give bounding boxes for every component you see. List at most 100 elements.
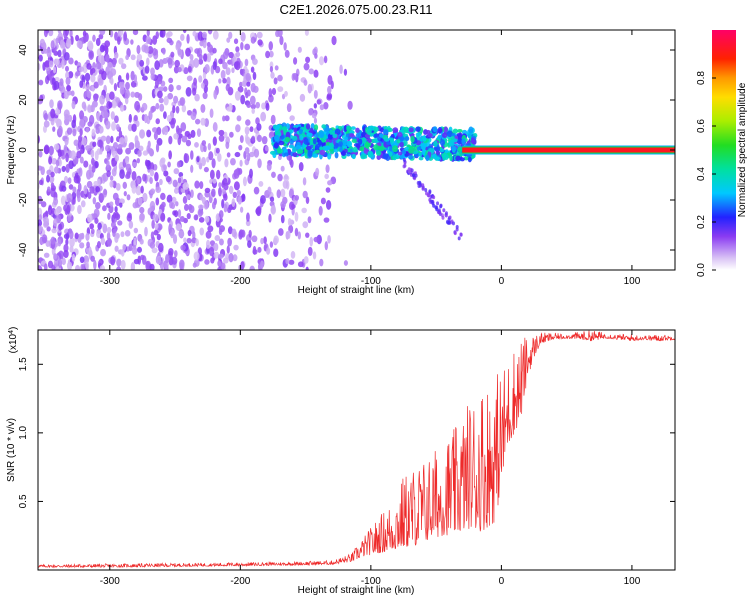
spectrogram-cell (199, 181, 204, 189)
spectrogram-cell (120, 259, 126, 270)
spectrogram-cell (319, 258, 324, 267)
spectrogram-cell (38, 137, 39, 141)
spectrogram-cell (66, 38, 72, 48)
spectrogram-cell (232, 191, 238, 199)
spectrogram-cell (313, 69, 319, 78)
spectrogram-cell (173, 65, 179, 74)
spectrogram-cell (289, 201, 295, 211)
spectrogram-cell (305, 56, 311, 64)
spectrogram-cell (217, 260, 221, 267)
spectrogram-cell (51, 158, 56, 165)
spectrogram-cell (28, 29, 33, 37)
spectrogram-cell (228, 51, 234, 59)
spectrogram-cell (226, 152, 231, 158)
spectrogram-cell (79, 256, 85, 264)
spectrogram-cell (38, 134, 41, 144)
spectrogram-cell (136, 246, 143, 253)
spectrogram-cell (284, 136, 291, 143)
spectrogram-cell (228, 185, 234, 195)
y-tick-label: 1.5 (18, 357, 29, 371)
spectrogram-cell (331, 35, 337, 46)
spectrogram-cell (313, 117, 318, 124)
spectrogram-cell (159, 103, 165, 112)
spectrogram-cell (109, 30, 114, 38)
spectrogram-cell (121, 81, 125, 91)
spectrogram-cell (194, 180, 200, 189)
spectrogram-cell (279, 35, 284, 46)
spectrogram-cell (64, 30, 70, 36)
spectrogram-cell (457, 146, 463, 153)
spectrogram-cell (149, 200, 156, 211)
spectrogram-cell (110, 135, 114, 144)
spectrogram-cell (265, 50, 271, 59)
x-tick-label: -200 (230, 576, 250, 587)
spectrogram-cell (175, 125, 180, 135)
spectrogram-cell (316, 99, 322, 105)
spectrogram-cell (140, 185, 144, 194)
spectrogram-cell (99, 264, 106, 270)
spectrogram-cell (125, 173, 131, 180)
spectrogram-cell (273, 235, 279, 245)
spectrogram-cell (245, 119, 251, 126)
spectrogram-cell (425, 154, 430, 162)
spectrogram-cell (277, 86, 284, 93)
spectrogram-cell (122, 243, 126, 251)
spectrogram-cell (463, 156, 469, 161)
spectrogram-cell (204, 64, 210, 74)
spectrogram-cell (63, 175, 69, 184)
spectrogram-cell (59, 78, 64, 87)
spectrogram-cell (190, 112, 197, 121)
spectrogram-cell (149, 188, 156, 195)
spectrogram-cell (378, 146, 385, 152)
spectrogram-cell (218, 134, 225, 142)
spectrogram-cell (294, 211, 299, 222)
spectrogram-cell (212, 136, 217, 146)
spectrogram-cell (448, 139, 455, 147)
spectrogram-cell (227, 206, 232, 214)
spectrogram-cell (212, 47, 217, 54)
y-tick-label: 20 (18, 94, 29, 106)
spectrogram-cell (79, 156, 84, 164)
spectrogram-cell (136, 177, 140, 185)
spectrogram-cell (456, 139, 462, 145)
spectrogram-cell (269, 50, 274, 58)
spectrogram-cell (327, 152, 332, 160)
spectrogram-cell (266, 162, 272, 171)
spectrogram-cell (48, 145, 54, 156)
spectrogram-cell (459, 232, 463, 237)
spectrogram-cell (107, 237, 112, 247)
spectrogram-cell (111, 160, 116, 167)
spectrogram-cell (265, 102, 270, 111)
y-tick-label: -20 (18, 192, 29, 207)
spectrogram-cell (128, 142, 135, 150)
spectrogram-cell (23, 73, 26, 79)
spectrogram-cell (436, 201, 440, 206)
spectrogram-cell (161, 201, 166, 208)
spectrogram-cell (207, 30, 213, 35)
spectrogram-cell (194, 93, 200, 102)
spectrogram-cell (156, 255, 162, 265)
spectrogram-cell (80, 200, 86, 208)
spectrogram-cell (439, 203, 443, 208)
spectrogram-cell (43, 30, 48, 38)
spectrogram-cell (166, 37, 173, 44)
spectrogram-cell (309, 236, 314, 247)
spectrogram-cell (156, 126, 162, 136)
spectrogram-cell (61, 257, 66, 266)
spectrogram-cell (65, 232, 70, 240)
spectrogram-cell (139, 206, 145, 214)
spectrogram-cell (139, 129, 146, 139)
spectrogram-cell (97, 222, 102, 230)
spectrogram-cell (250, 103, 257, 110)
x-tick-label: -100 (361, 576, 381, 587)
spectrogram-cell (147, 147, 153, 154)
spectrogram-cell (200, 117, 206, 126)
spectrogram-cell (146, 57, 150, 66)
spectrogram-cell (136, 158, 141, 164)
spectrogram-cell (212, 178, 217, 184)
spectrogram-cell (166, 31, 173, 37)
spectrogram-cell (293, 57, 298, 65)
spectrogram-cell (79, 242, 85, 249)
spectrogram-cell (234, 151, 241, 158)
spectrogram-cell (143, 113, 148, 124)
